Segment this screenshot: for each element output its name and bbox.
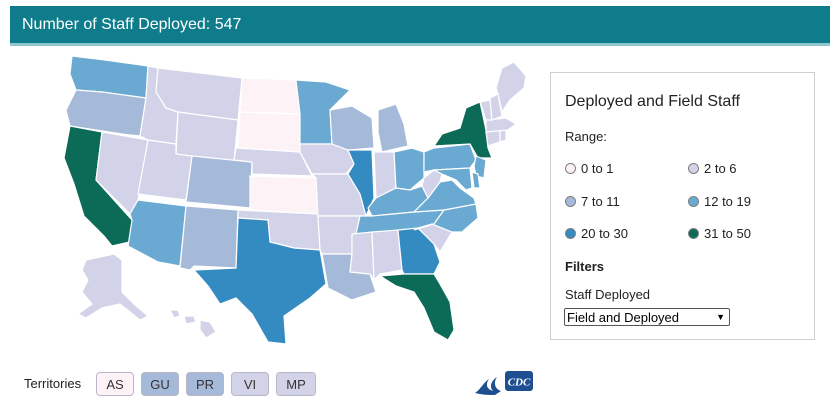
- hhs-eagle-icon: [475, 377, 501, 395]
- range-label-2-6: 2 to 6: [704, 161, 737, 176]
- state-al[interactable]: [371, 229, 403, 282]
- state-fl[interactable]: [378, 273, 455, 341]
- range-item-0-1: 0 to 1: [565, 161, 614, 176]
- state-co[interactable]: [185, 155, 253, 209]
- state-tx[interactable]: [192, 217, 327, 345]
- state-ma[interactable]: [485, 117, 518, 133]
- state-ks[interactable]: [249, 175, 319, 215]
- range-item-20-30: 20 to 30: [565, 226, 628, 241]
- state-nm[interactable]: [179, 205, 239, 271]
- cdc-emblem-icon: CDC: [505, 371, 533, 391]
- filters-heading: Filters: [565, 259, 605, 274]
- state-mi[interactable]: [377, 103, 409, 153]
- staff-deployed-select[interactable]: Field and Deployed ▼: [564, 308, 730, 326]
- state-az[interactable]: [127, 199, 187, 267]
- range-swatch-0-1: [565, 163, 576, 174]
- state-wy[interactable]: [175, 111, 239, 163]
- territory-button-as[interactable]: AS: [96, 372, 134, 396]
- state-de[interactable]: [471, 171, 481, 189]
- territory-button-vi[interactable]: VI: [231, 372, 269, 396]
- territories-label: Territories: [24, 376, 82, 391]
- range-label-31-50: 31 to 50: [704, 226, 751, 241]
- state-ri[interactable]: [499, 129, 507, 143]
- staff-deployed-label: Staff Deployed: [565, 287, 651, 302]
- range-item-31-50: 31 to 50: [688, 226, 751, 241]
- staff-deployed-selected-value: Field and Deployed: [567, 309, 680, 325]
- legend-panel: Deployed and Field Staff Range: 0 to 1 2…: [550, 72, 815, 340]
- range-swatch-12-19: [688, 196, 699, 207]
- us-map: [30, 48, 540, 348]
- state-hi[interactable]: [169, 309, 217, 339]
- territory-button-gu[interactable]: GU: [141, 372, 179, 396]
- header-bar: Number of Staff Deployed: 547: [10, 6, 830, 46]
- state-wi[interactable]: [329, 105, 375, 151]
- range-label-12-19: 12 to 19: [704, 194, 751, 209]
- state-nj[interactable]: [473, 155, 487, 179]
- range-swatch-20-30: [565, 228, 576, 239]
- state-md[interactable]: [431, 167, 473, 191]
- range-swatch-2-6: [688, 163, 699, 174]
- us-map-svg: [63, 55, 527, 345]
- svg-text:CDC: CDC: [508, 377, 531, 389]
- range-label-20-30: 20 to 30: [581, 226, 628, 241]
- chevron-down-icon: ▼: [716, 312, 725, 322]
- range-label: Range:: [565, 129, 607, 144]
- range-label-0-1: 0 to 1: [581, 161, 614, 176]
- state-me[interactable]: [495, 61, 527, 114]
- state-sd[interactable]: [237, 111, 301, 153]
- range-item-7-11: 7 to 11: [565, 194, 620, 209]
- territory-button-pr[interactable]: PR: [186, 372, 224, 396]
- state-oh[interactable]: [393, 147, 425, 191]
- range-swatch-7-11: [565, 196, 576, 207]
- state-or[interactable]: [65, 89, 147, 137]
- range-item-2-6: 2 to 6: [688, 161, 737, 176]
- state-il[interactable]: [347, 149, 375, 218]
- state-pa[interactable]: [423, 143, 477, 173]
- range-label-7-11: 7 to 11: [581, 194, 620, 209]
- state-ak[interactable]: [76, 253, 150, 321]
- range-swatch-31-50: [688, 228, 699, 239]
- state-ms[interactable]: [349, 231, 375, 283]
- legend-title: Deployed and Field Staff: [565, 93, 740, 110]
- range-item-12-19: 12 to 19: [688, 194, 751, 209]
- state-nc[interactable]: [413, 203, 479, 233]
- territory-button-mp[interactable]: MP: [276, 372, 316, 396]
- state-nd[interactable]: [239, 77, 301, 115]
- cdc-logo: CDC: [473, 365, 537, 397]
- staff-deployed-title: Number of Staff Deployed: 547: [22, 16, 242, 33]
